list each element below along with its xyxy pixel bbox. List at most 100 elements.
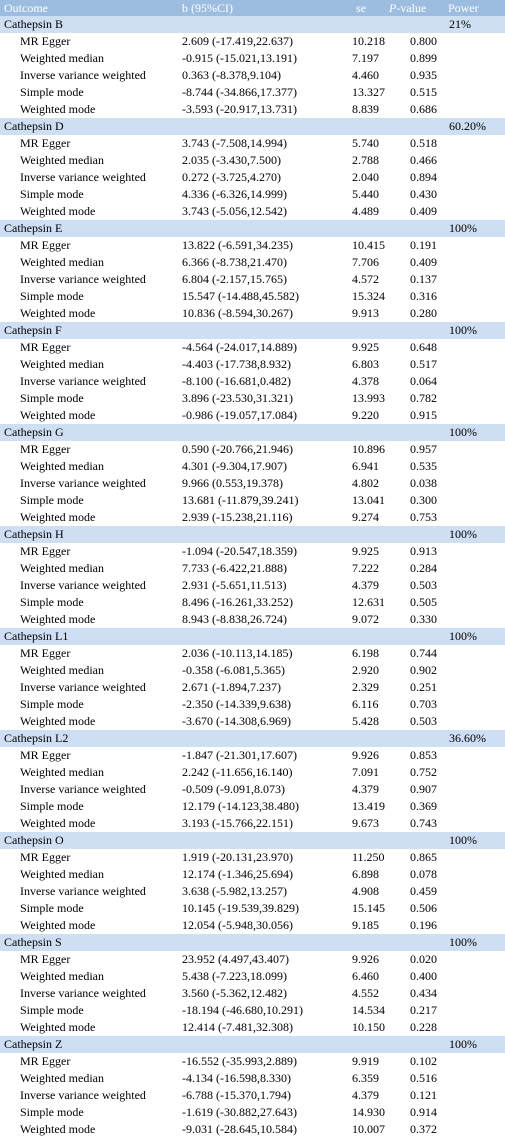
p-value-cell: 0.505 bbox=[410, 595, 437, 609]
b-ci-cell: 0.590 (-20.766,21.946) bbox=[182, 442, 293, 456]
p-value-cell: 0.744 bbox=[410, 646, 437, 660]
se-cell: 7.197 bbox=[352, 51, 379, 65]
b-ci-cell: -1.094 (-20.547,18.359) bbox=[182, 544, 297, 558]
method-cell: MR Egger bbox=[20, 238, 71, 252]
table-row: Inverse variance weighted -0.509 (-9.091,… bbox=[0, 781, 505, 798]
p-value-cell: 0.506 bbox=[410, 901, 437, 915]
b-ci-cell: 6.366 (-8.738,21.470) bbox=[182, 255, 287, 269]
se-cell: 4.378 bbox=[352, 374, 379, 388]
p-value-cell: 0.503 bbox=[410, 578, 437, 592]
method-cell: Weighted mode bbox=[20, 714, 96, 728]
table-row: Weighted median 2.242 (-11.656,16.140) 7.0… bbox=[0, 764, 505, 781]
p-value-cell: 0.228 bbox=[410, 1020, 437, 1034]
table-row: Weighted mode 12.054 (-5.948,30.056) 9.185… bbox=[0, 917, 505, 934]
p-value-cell: 0.907 bbox=[410, 782, 437, 796]
p-value-cell: 0.853 bbox=[410, 748, 437, 762]
method-cell: Inverse variance weighted bbox=[20, 782, 146, 796]
se-cell: 4.908 bbox=[352, 884, 379, 898]
p-value-cell: 0.753 bbox=[410, 510, 437, 524]
se-cell: 4.379 bbox=[352, 1088, 379, 1102]
group-outcome-name: Cathepsin B bbox=[4, 17, 63, 31]
table-row: Weighted median 7.733 (-6.422,21.888) 7.22… bbox=[0, 560, 505, 577]
b-ci-cell: -1.847 (-21.301,17.607) bbox=[182, 748, 297, 762]
p-value-cell: 0.957 bbox=[410, 442, 437, 456]
p-value-cell: 0.782 bbox=[410, 391, 437, 405]
p-value-cell: 0.515 bbox=[410, 85, 437, 99]
table-row: Simple mode -2.350 (-14.339,9.638) 6.116 0.… bbox=[0, 696, 505, 713]
p-value-cell: 0.400 bbox=[410, 969, 437, 983]
table-row: Weighted mode -3.593 (-20.917,13.731) 8.83… bbox=[0, 101, 505, 118]
b-ci-cell: 10.145 (-19.539,39.829) bbox=[182, 901, 299, 915]
se-cell: 5.428 bbox=[352, 714, 379, 728]
p-value-cell: 0.913 bbox=[410, 544, 437, 558]
method-cell: Weighted median bbox=[20, 765, 105, 779]
p-value-cell: 0.518 bbox=[410, 136, 437, 150]
table-row: Weighted median -4.403 (-17.738,8.932) 6.8… bbox=[0, 356, 505, 373]
group-header-row: Cathepsin Z 100% bbox=[0, 1036, 505, 1053]
method-cell: Simple mode bbox=[20, 493, 84, 507]
group-power: 36.60% bbox=[449, 731, 486, 745]
se-cell: 7.706 bbox=[352, 255, 379, 269]
se-cell: 9.926 bbox=[352, 748, 379, 762]
group-power: 100% bbox=[449, 221, 477, 235]
table-row: MR Egger -16.552 (-35.993,2.889) 9.919 0.10… bbox=[0, 1053, 505, 1070]
se-cell: 2.788 bbox=[352, 153, 379, 167]
b-ci-cell: 15.547 (-14.488,45.582) bbox=[182, 289, 299, 303]
group-power: 60.20% bbox=[449, 119, 486, 133]
se-cell: 10.218 bbox=[352, 34, 385, 48]
table-row: Inverse variance weighted 6.804 (-2.157,1… bbox=[0, 271, 505, 288]
table-row: Weighted median -0.358 (-6.081,5.365) 2.92… bbox=[0, 662, 505, 679]
p-value-cell: 0.743 bbox=[410, 816, 437, 830]
p-value-cell: 0.686 bbox=[410, 102, 437, 116]
se-cell: 9.913 bbox=[352, 306, 379, 320]
b-ci-cell: 7.733 (-6.422,21.888) bbox=[182, 561, 287, 575]
se-cell: 4.489 bbox=[352, 204, 379, 218]
p-value-cell: 0.280 bbox=[410, 306, 437, 320]
b-ci-cell: 2.036 (-10.113,14.185) bbox=[182, 646, 293, 660]
p-value-cell: 0.102 bbox=[410, 1054, 437, 1068]
b-ci-cell: -4.564 (-24.017,14.889) bbox=[182, 340, 297, 354]
b-ci-cell: -4.403 (-17.738,8.932) bbox=[182, 357, 291, 371]
se-cell: 14.534 bbox=[352, 1003, 385, 1017]
b-ci-cell: 8.496 (-16.261,33.252) bbox=[182, 595, 293, 609]
group-header-row: Cathepsin F 100% bbox=[0, 322, 505, 339]
group-header-row: Cathepsin H 100% bbox=[0, 526, 505, 543]
b-ci-cell: 2.931 (-5.651,11.513) bbox=[182, 578, 287, 592]
group-header-row: Cathepsin B 21% bbox=[0, 16, 505, 33]
se-cell: 14.930 bbox=[352, 1105, 385, 1119]
group-outcome-name: Cathepsin E bbox=[4, 221, 63, 235]
table-row: Simple mode 10.145 (-19.539,39.829) 15.145… bbox=[0, 900, 505, 917]
se-cell: 15.324 bbox=[352, 289, 385, 303]
se-cell: 6.803 bbox=[352, 357, 379, 371]
p-value-cell: 0.369 bbox=[410, 799, 437, 813]
table-row: Inverse variance weighted 9.966 (0.553,19… bbox=[0, 475, 505, 492]
method-cell: MR Egger bbox=[20, 544, 71, 558]
table-row: MR Egger -1.847 (-21.301,17.607) 9.926 0.85… bbox=[0, 747, 505, 764]
p-value-cell: 0.409 bbox=[410, 204, 437, 218]
b-ci-cell: 3.193 (-15.766,22.151) bbox=[182, 816, 293, 830]
table-row: Weighted mode 12.414 (-7.481,32.308) 10.15… bbox=[0, 1019, 505, 1036]
group-outcome-name: Cathepsin D bbox=[4, 119, 64, 133]
group-power: 100% bbox=[449, 629, 477, 643]
group-outcome-name: Cathepsin L1 bbox=[4, 629, 69, 643]
p-value-cell: 0.020 bbox=[410, 952, 437, 966]
se-cell: 6.898 bbox=[352, 867, 379, 881]
method-cell: Simple mode bbox=[20, 1003, 84, 1017]
b-ci-cell: 23.952 (4.497,43.407) bbox=[182, 952, 289, 966]
b-ci-cell: -4.134 (-16.598,8.330) bbox=[182, 1071, 291, 1085]
b-ci-cell: 6.804 (-2.157,15.765) bbox=[182, 272, 287, 286]
se-cell: 10.150 bbox=[352, 1020, 385, 1034]
table-row: Weighted median -0.915 (-15.021,13.191) 7.… bbox=[0, 50, 505, 67]
table-row: Weighted mode 8.943 (-8.838,26.724) 9.072 0… bbox=[0, 611, 505, 628]
b-ci-cell: -8.100 (-16.681,0.482) bbox=[182, 374, 291, 388]
table-row: Simple mode -1.619 (-30.882,27.643) 14.930… bbox=[0, 1104, 505, 1121]
method-cell: Inverse variance weighted bbox=[20, 374, 146, 388]
method-cell: Inverse variance weighted bbox=[20, 68, 146, 82]
group-header-row: Cathepsin L1 100% bbox=[0, 628, 505, 645]
table-row: Weighted median 2.035 (-3.430,7.500) 2.788… bbox=[0, 152, 505, 169]
group-power: 100% bbox=[449, 527, 477, 541]
b-ci-cell: 12.054 (-5.948,30.056) bbox=[182, 918, 293, 932]
table-row: Simple mode 4.336 (-6.326,14.999) 5.440 0.4… bbox=[0, 186, 505, 203]
method-cell: Inverse variance weighted bbox=[20, 1088, 146, 1102]
b-ci-cell: 0.363 (-8.378,9.104) bbox=[182, 68, 281, 82]
